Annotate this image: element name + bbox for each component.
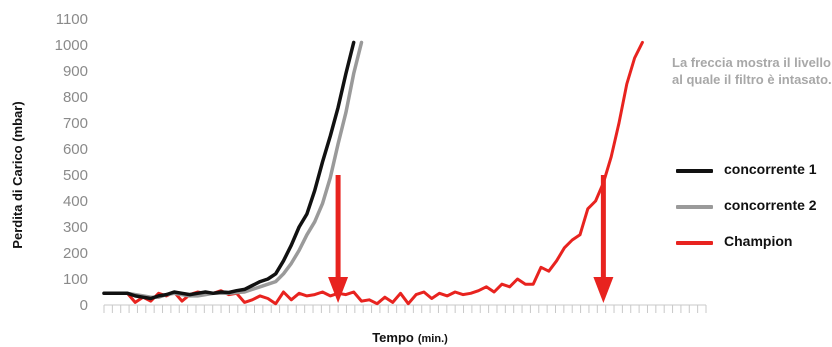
y-axis-title: Perdita di Carico (mbar) bbox=[10, 101, 25, 248]
arrow-annotation: La freccia mostra il livello al quale il… bbox=[672, 55, 832, 87]
series-line-concorrente-1 bbox=[102, 40, 356, 301]
x-axis-title-main: Tempo bbox=[372, 330, 414, 345]
arrow-head-1 bbox=[328, 277, 349, 303]
series-line-champion bbox=[102, 40, 644, 306]
y-tick-label: 900 bbox=[63, 63, 88, 80]
y-tick-label: 0 bbox=[80, 297, 88, 314]
legend-swatch-champion bbox=[676, 241, 713, 245]
y-axis-tick-labels: 0 100 200 300 400 500 600 700 800 900 1000 1100 bbox=[55, 11, 88, 314]
y-tick-label: 500 bbox=[63, 167, 88, 184]
series-lines bbox=[102, 40, 644, 306]
legend-label-concorrente-1: concorrente 1 bbox=[724, 161, 817, 177]
y-tick-label: 400 bbox=[63, 193, 88, 210]
series-line-concorrente-2 bbox=[102, 40, 364, 299]
y-tick-label: 1100 bbox=[56, 11, 88, 28]
legend-swatch-concorrente-2 bbox=[676, 205, 713, 209]
x-axis-title-unit: (min.) bbox=[418, 333, 448, 345]
y-tick-label: 800 bbox=[63, 89, 88, 106]
legend-label-champion: Champion bbox=[724, 233, 793, 249]
y-tick-label: 200 bbox=[63, 245, 88, 262]
y-tick-label: 600 bbox=[63, 141, 88, 158]
x-axis-title: Tempo (min.) bbox=[372, 330, 448, 345]
y-tick-label: 1000 bbox=[55, 37, 88, 54]
legend-swatch-concorrente-1 bbox=[676, 169, 713, 173]
clog-arrows bbox=[328, 175, 614, 303]
x-axis bbox=[103, 304, 707, 313]
arrow-head-2 bbox=[593, 277, 614, 303]
x-axis-ticks bbox=[103, 305, 707, 313]
legend-label-concorrente-2: concorrente 2 bbox=[724, 197, 817, 213]
y-tick-label: 300 bbox=[63, 219, 88, 236]
y-tick-label: 100 bbox=[63, 271, 88, 288]
y-tick-label: 700 bbox=[63, 115, 88, 132]
